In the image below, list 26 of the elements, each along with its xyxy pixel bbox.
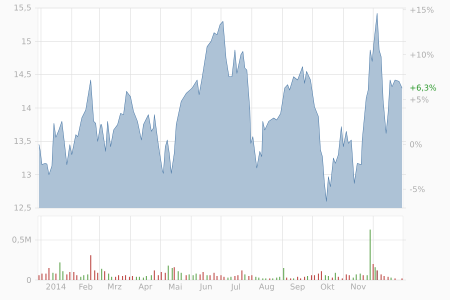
x-tick-label: 2014	[46, 284, 66, 290]
x-tick-label: Aug	[259, 284, 274, 292]
y-tick-label: 14	[22, 105, 32, 111]
y-tick-label: 14,5	[14, 71, 31, 78]
y-tick-label: 13	[22, 172, 31, 178]
y2-tick-label: +15%	[410, 6, 434, 13]
x-tick-label: Jun	[199, 284, 212, 291]
y-tick-label: 0	[26, 276, 31, 284]
x-tick-label: Mrz	[108, 284, 122, 290]
y-tick-label: 0,5M	[12, 236, 31, 244]
x-tick-label: Apr	[138, 284, 152, 292]
y-tick-label: 15	[22, 38, 31, 44]
x-tick-label: Feb	[79, 284, 92, 290]
y-tick-label: 15,5	[14, 4, 31, 12]
y2-tick-label: -5%	[410, 186, 425, 192]
annotation: +6,3%	[410, 84, 436, 92]
y2-tick-label: +10%	[410, 52, 434, 58]
y-tick-label: 12,5	[14, 204, 31, 212]
y-tick-label: 13,5	[14, 138, 31, 145]
x-tick-label: Mai	[169, 284, 182, 290]
x-tick-label: Sep	[290, 284, 305, 292]
x-tick-label: Jul	[230, 284, 240, 292]
x-tick-label: Nov	[351, 284, 366, 290]
x-tick-label: Okt	[320, 284, 334, 290]
y2-tick-label: 0%	[410, 141, 422, 148]
y2-tick-label: +5%	[410, 96, 428, 102]
